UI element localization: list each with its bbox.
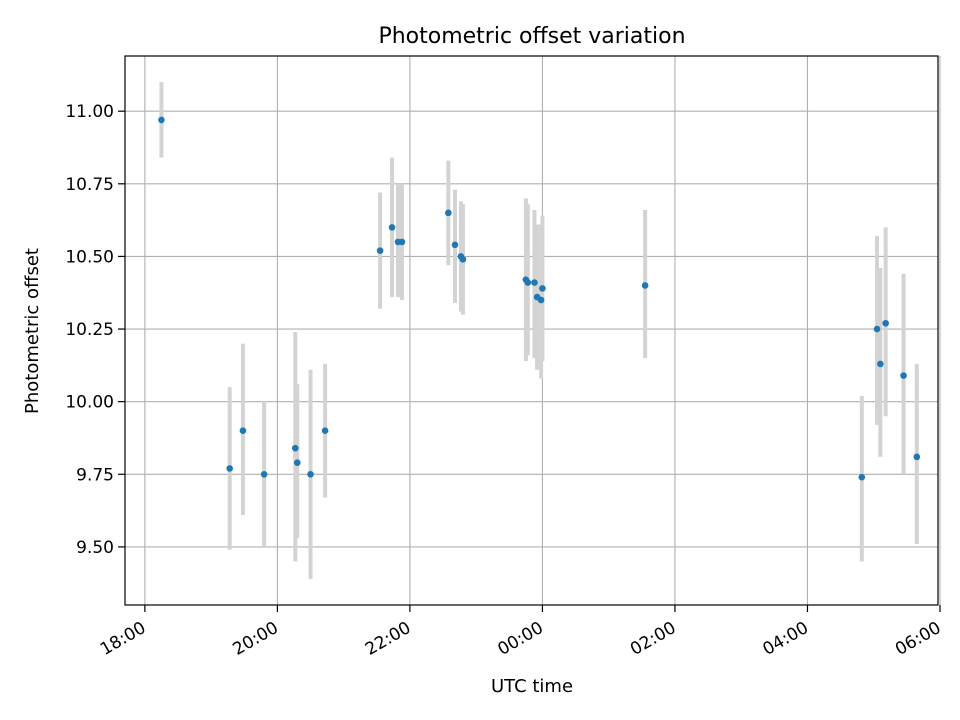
data-point: [293, 459, 301, 466]
y-tick-label: 10.75: [65, 175, 114, 195]
data-point: [877, 360, 884, 368]
y-tick-label: 10.25: [65, 320, 114, 340]
y-tick-label: 9.50: [76, 538, 114, 558]
data-point: [388, 224, 396, 231]
data-point: [291, 444, 299, 452]
data-point: [537, 296, 545, 304]
y-axis-label: Photometric offset: [22, 248, 43, 414]
y-tick-label: 9.75: [76, 465, 114, 485]
y-axis-ticks: 9.50 9.75 10.00 10.25 10.50 10.75 11.00: [65, 102, 125, 558]
data-point: [307, 470, 314, 478]
data-point: [873, 325, 881, 333]
data-point: [900, 372, 907, 379]
data-point: [913, 453, 921, 461]
data-point: [398, 238, 406, 246]
chart-title: Photometric offset variation: [378, 24, 685, 49]
data-point: [524, 279, 532, 286]
data-point: [882, 319, 889, 327]
data-point: [459, 256, 467, 263]
y-tick-label: 10.00: [65, 393, 114, 413]
data-point: [226, 465, 233, 472]
plot-frame: [124, 55, 939, 606]
data-point: [376, 247, 384, 254]
data-point: [321, 427, 329, 435]
data-point: [531, 279, 538, 286]
data-point: [858, 473, 866, 481]
data-point: [260, 470, 268, 478]
data-points: [158, 116, 921, 481]
data-point: [539, 285, 546, 292]
data-point: [239, 427, 247, 435]
data-point: [158, 116, 165, 124]
y-tick-label: 11.00: [65, 102, 114, 122]
data-point: [641, 282, 649, 289]
x-axis-label: UTC time: [491, 676, 573, 697]
grid-lines: [125, 56, 941, 605]
data-point: [445, 209, 452, 217]
y-tick-label: 10.50: [65, 247, 114, 267]
data-point: [451, 241, 459, 249]
